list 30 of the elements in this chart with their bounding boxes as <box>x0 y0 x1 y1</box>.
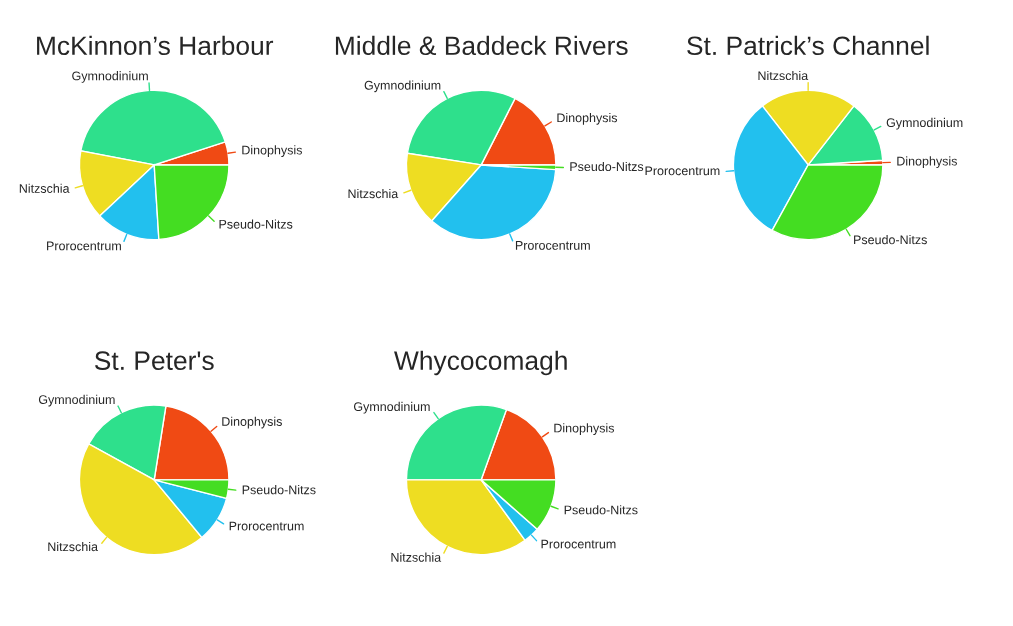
chart-title: Middle & Baddeck Rivers <box>335 35 628 56</box>
chart-title: St. Peter's <box>94 351 214 371</box>
slice-label: Dinophysis <box>242 145 302 157</box>
slice-label: Gymnodinium <box>886 117 963 130</box>
slice-label: Pseudo-Nitzs <box>219 219 293 229</box>
slice-label: Nitzschia <box>391 552 442 562</box>
slice-label: Nitzschia <box>348 188 399 199</box>
slice-label: Dinophysis <box>554 423 615 435</box>
slice-label: Gymnodinium <box>72 71 148 83</box>
slice-label: Gymnodinium <box>364 80 441 93</box>
slice-label: Pseudo-Nitzs <box>564 505 638 515</box>
slice-label: Prorocentrum <box>515 241 590 250</box>
slice-label: Dinophysis <box>222 416 282 429</box>
slice-label: Nitzschia <box>48 541 98 552</box>
slice-label: Prorocentrum <box>541 539 616 549</box>
slice-label: Gymnodinium <box>353 401 430 414</box>
slice-label: Gymnodinium <box>38 394 115 407</box>
slice-label: Dinophysis <box>557 113 618 125</box>
slice-label: Pseudo-Nitzs <box>242 485 316 495</box>
slice-label: Pseudo-Nitzs <box>570 161 644 172</box>
slice-label: Nitzschia <box>758 70 809 81</box>
slice-label: Prorocentrum <box>645 166 720 176</box>
slice-label: Prorocentrum <box>47 241 121 251</box>
slice-label: Pseudo-Nitzs <box>854 235 927 245</box>
chart-title: Whycocomagh <box>394 350 567 376</box>
chart-title: McKinnon’s Harbour <box>37 35 274 56</box>
slice-label: Prorocentrum <box>229 521 304 531</box>
slice-label: Nitzschia <box>19 183 70 193</box>
slice-label: Dinophysis <box>897 156 957 168</box>
chart-title: St. Patrick’s Channel <box>687 35 929 56</box>
